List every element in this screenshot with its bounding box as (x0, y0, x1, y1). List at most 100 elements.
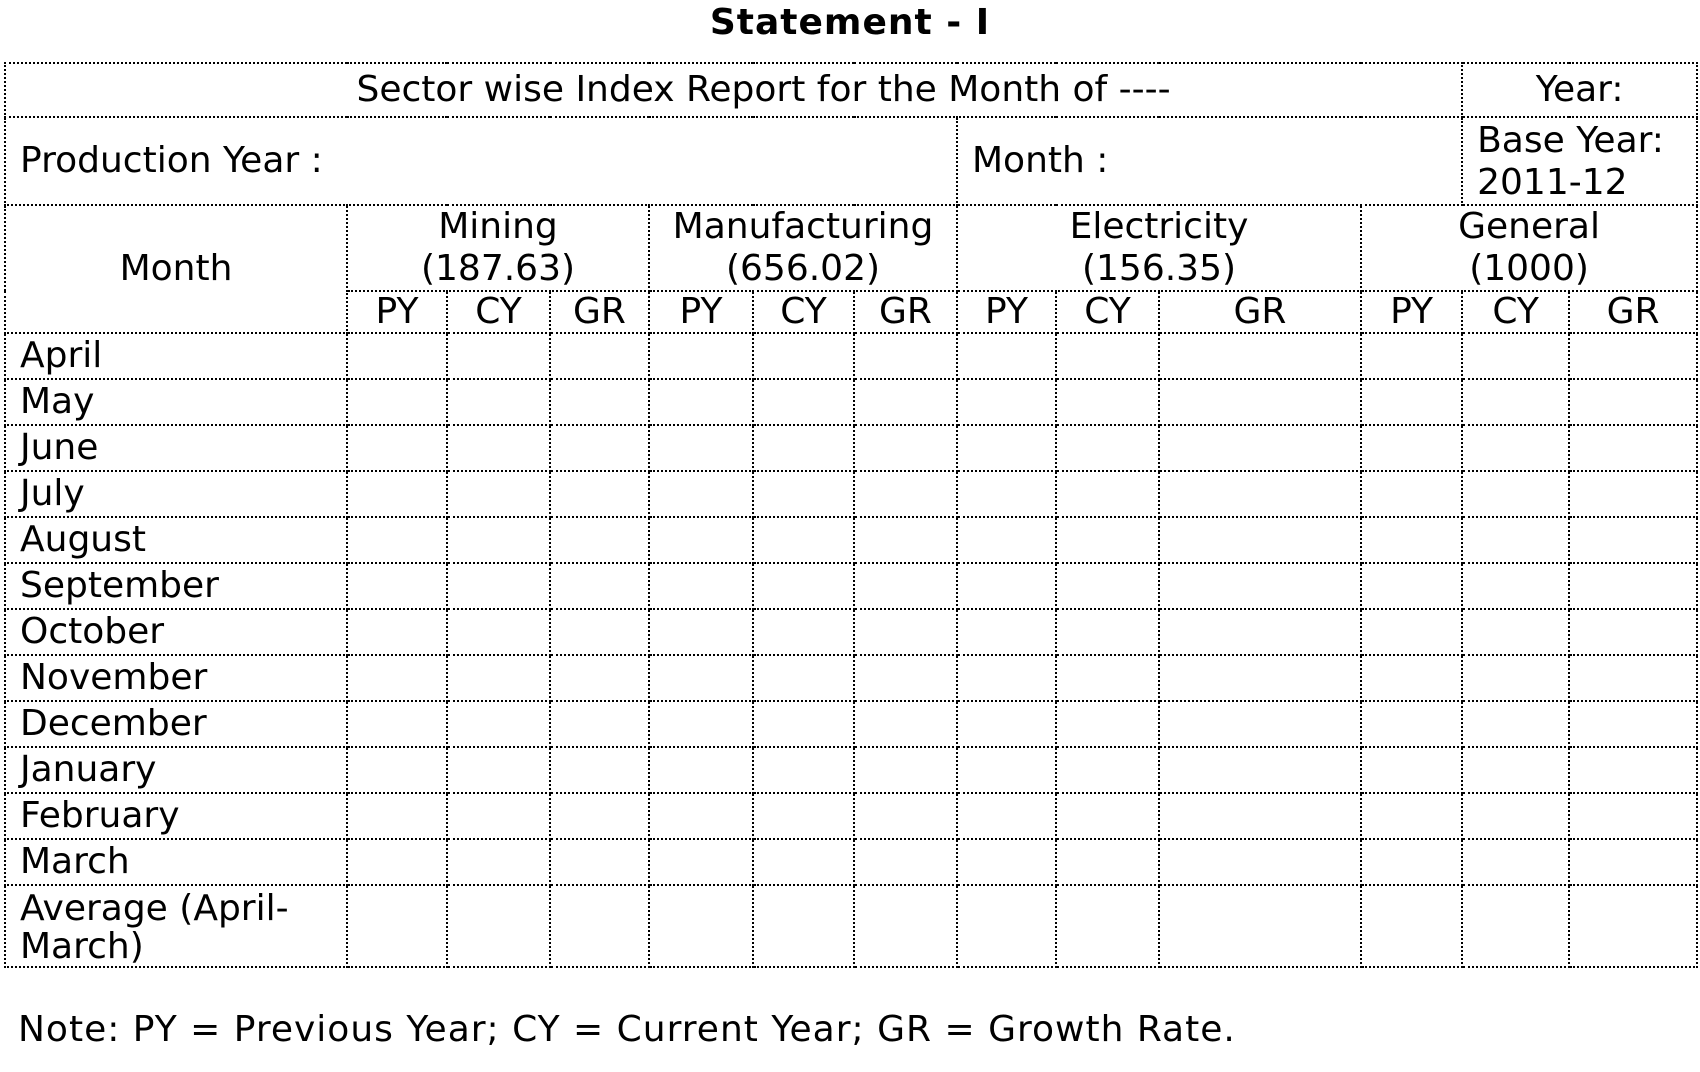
data-cell (752, 654, 855, 702)
data-cell (853, 562, 958, 610)
data-cell (1055, 654, 1160, 702)
data-cell (1055, 470, 1160, 518)
data-cell (1568, 700, 1699, 748)
sector-name: Mining (438, 206, 558, 247)
data-cell (1055, 562, 1160, 610)
row-label: July (4, 470, 348, 518)
sector-weight: (187.63) (420, 248, 576, 289)
data-cell (1461, 378, 1571, 426)
data-cell (648, 516, 754, 564)
data-cell (1359, 700, 1464, 748)
data-cell (752, 746, 855, 794)
data-cell (752, 838, 855, 886)
sub-header-gr: GR (1158, 290, 1362, 334)
data-cell (446, 792, 551, 840)
row-label: February (4, 792, 348, 840)
data-cell (752, 700, 855, 748)
statement-title: Statement - I (709, 2, 991, 43)
data-cell (1461, 838, 1571, 886)
data-cell (346, 838, 448, 886)
data-cell (752, 792, 855, 840)
data-cell (853, 654, 958, 702)
data-cell (1461, 746, 1571, 794)
data-cell (1359, 516, 1464, 564)
table-row: October (4, 608, 1699, 656)
data-cell (1461, 792, 1571, 840)
sector-header-general: General (1000) (1359, 204, 1699, 292)
month-label: Month : (955, 116, 1464, 206)
data-cell (346, 332, 448, 380)
data-cell (446, 562, 551, 610)
data-cell (346, 792, 448, 840)
data-cell (1461, 332, 1571, 380)
data-cell (1359, 470, 1464, 518)
data-cell (1568, 608, 1699, 656)
year-label: Year: (1462, 62, 1699, 118)
data-cell (1055, 700, 1160, 748)
data-cell (446, 378, 551, 426)
data-cell (1461, 424, 1571, 472)
data-cell (446, 700, 551, 748)
data-cell (446, 746, 551, 794)
data-cell (1158, 608, 1362, 656)
data-cell (446, 424, 551, 472)
data-cell (1359, 608, 1464, 656)
data-cell (446, 838, 551, 886)
data-cell (853, 608, 958, 656)
sub-header-gr: GR (1568, 290, 1699, 334)
data-cell (956, 562, 1057, 610)
data-cell (956, 700, 1057, 748)
data-cell (1158, 700, 1362, 748)
data-cell (1461, 654, 1571, 702)
data-cell (648, 654, 754, 702)
data-cell (1158, 884, 1362, 968)
data-cell (1568, 562, 1699, 610)
data-cell (648, 470, 754, 518)
data-cell (1461, 884, 1571, 968)
data-cell (956, 608, 1057, 656)
base-year-label: Base Year: 2011-12 (1461, 116, 1699, 206)
sector-name: General (1458, 206, 1600, 247)
data-cell (1359, 792, 1464, 840)
data-cell (853, 424, 958, 472)
data-cell (752, 332, 855, 380)
data-cell (956, 516, 1057, 564)
row-label: January (4, 746, 348, 794)
data-cell (1359, 332, 1464, 380)
data-cell (752, 516, 855, 564)
table-row: June (4, 424, 1699, 472)
table-row: March (4, 838, 1699, 886)
data-cell (1568, 378, 1699, 426)
data-cell (648, 746, 754, 794)
data-cell (1158, 516, 1362, 564)
data-cell (853, 792, 958, 840)
footnote: Note: PY = Previous Year; CY = Current Y… (18, 1009, 1236, 1050)
data-cell (1568, 654, 1699, 702)
data-cell (648, 608, 754, 656)
table-row: April (4, 332, 1699, 380)
data-cell (346, 608, 448, 656)
table-row: November (4, 654, 1699, 702)
data-cell (1055, 838, 1160, 886)
data-cell (648, 378, 754, 426)
table-row: December (4, 700, 1699, 748)
data-cell (1461, 562, 1571, 610)
table-row: July (4, 470, 1699, 518)
data-cell (956, 424, 1057, 472)
data-cell (1461, 516, 1571, 564)
data-cell (956, 332, 1057, 380)
data-cell (549, 654, 650, 702)
sector-header-manufacturing: Manufacturing (656.02) (648, 204, 958, 292)
sub-header-cy: CY (446, 290, 551, 334)
sector-name: Manufacturing (672, 206, 934, 247)
sub-header-py: PY (1359, 290, 1464, 334)
data-cell (1568, 838, 1699, 886)
data-cell (549, 470, 650, 518)
data-cell (346, 470, 448, 518)
data-cell (549, 424, 650, 472)
data-cell (853, 700, 958, 748)
data-cell (1055, 884, 1160, 968)
data-cell (956, 792, 1057, 840)
data-cell (346, 884, 448, 968)
data-cell (956, 884, 1057, 968)
